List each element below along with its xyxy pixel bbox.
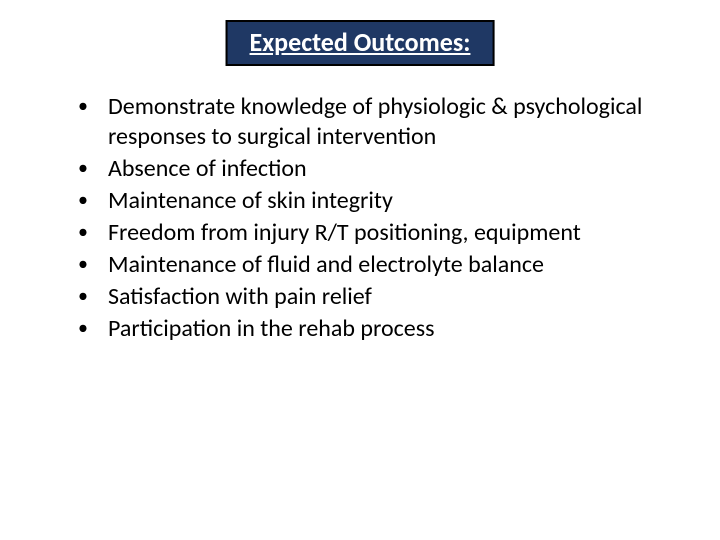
list-item: Demonstrate knowledge of physiologic & p… [60, 92, 680, 152]
bullet-text: Satisfaction with pain relief [108, 282, 372, 311]
bullet-text: Participation in the rehab process [108, 314, 435, 343]
bullet-text: Maintenance of fluid and electrolyte bal… [108, 250, 544, 279]
title-box: Expected Outcomes: [226, 20, 495, 66]
bullet-text: Demonstrate knowledge of physiologic & p… [108, 92, 642, 151]
list-item: Satisfaction with pain relief [60, 282, 680, 312]
bullet-text: Freedom from injury R/T positioning, equ… [108, 218, 581, 247]
list-item: Maintenance of fluid and electrolyte bal… [60, 250, 680, 280]
list-item: Freedom from injury R/T positioning, equ… [60, 218, 680, 248]
bullet-list-container: Demonstrate knowledge of physiologic & p… [60, 92, 680, 346]
slide: Expected Outcomes: Demonstrate knowledge… [0, 0, 720, 540]
bullet-text: Absence of infection [108, 154, 307, 183]
bullet-text: Maintenance of skin integrity [108, 186, 393, 215]
list-item: Absence of infection [60, 154, 680, 184]
list-item: Participation in the rehab process [60, 314, 680, 344]
bullet-list: Demonstrate knowledge of physiologic & p… [60, 92, 680, 344]
slide-title: Expected Outcomes: [250, 26, 471, 58]
list-item: Maintenance of skin integrity [60, 186, 680, 216]
